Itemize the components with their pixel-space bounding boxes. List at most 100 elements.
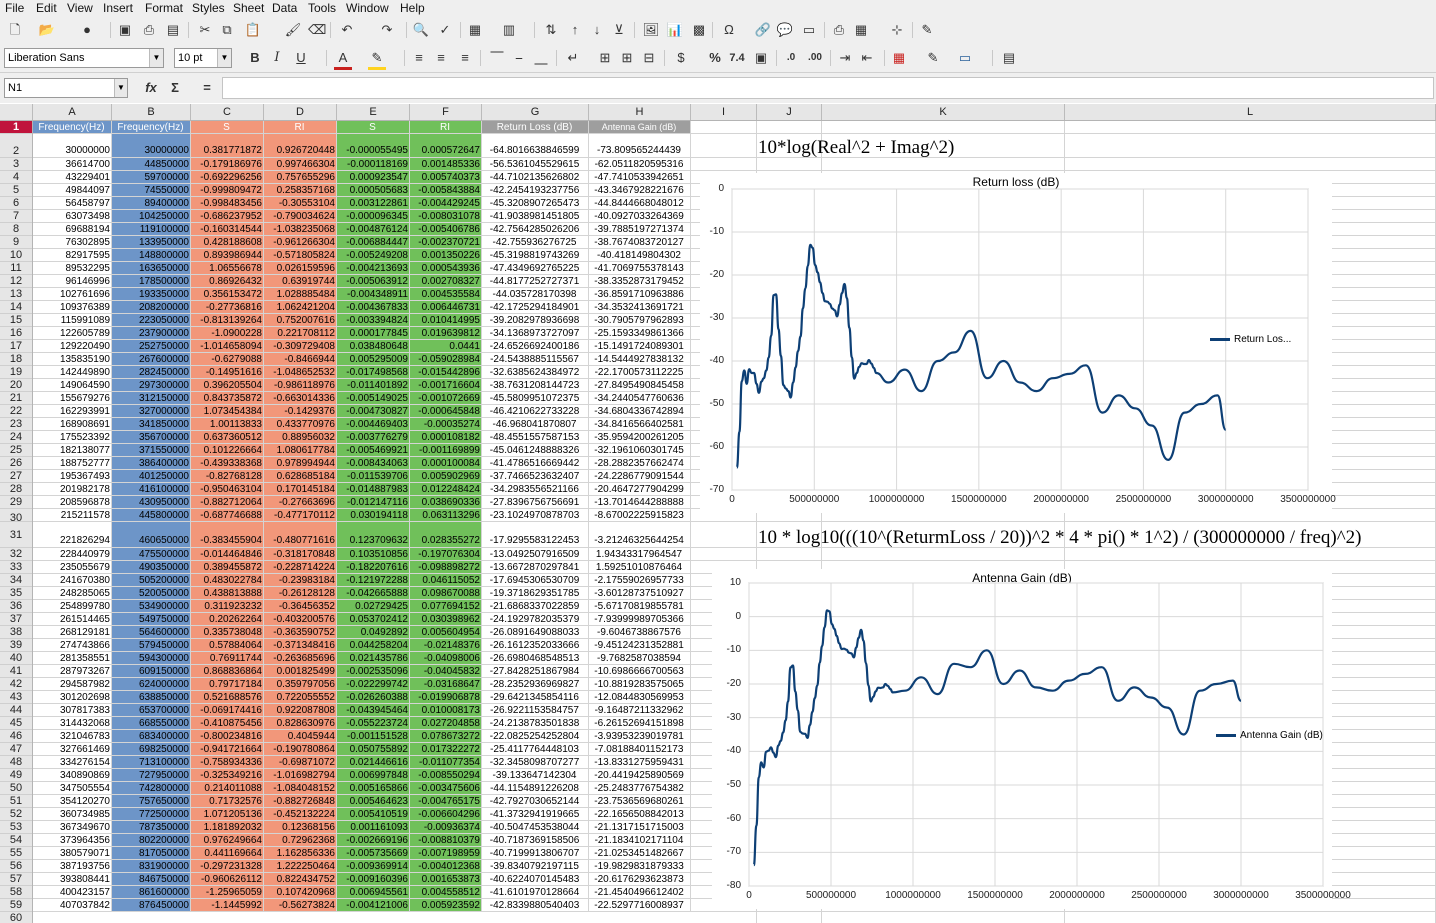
currency-format-icon[interactable]: $ (677, 50, 685, 65)
align-bottom-icon[interactable]: ⎽ (534, 50, 548, 65)
cell[interactable]: -28.2352936969827 (482, 678, 589, 691)
cell[interactable]: 0.868836864 (191, 665, 264, 678)
cell[interactable]: -0.001072669 (410, 392, 482, 405)
row-header[interactable]: 10 (0, 249, 32, 262)
cell[interactable]: 0.006446731 (410, 301, 482, 314)
cell[interactable]: 0.001161093 (337, 821, 410, 834)
row-header[interactable]: 54 (0, 834, 32, 847)
empty-cell[interactable] (757, 121, 822, 134)
cell[interactable]: -47.4349692765225 (482, 262, 589, 275)
cell[interactable]: 0.098670088 (410, 587, 482, 600)
cell[interactable]: -22.1700573112225 (589, 366, 691, 379)
row-header[interactable]: 21 (0, 392, 32, 405)
clear-formatting-icon[interactable]: ⌫ (308, 22, 327, 37)
cell[interactable]: 89400000 (112, 197, 191, 210)
column-title-cell[interactable]: S (191, 121, 264, 134)
cell[interactable]: -25.1593349861366 (589, 327, 691, 340)
cell[interactable]: 0.017322272 (410, 743, 482, 756)
cell[interactable]: 0.005740373 (410, 171, 482, 184)
row-header[interactable]: 27 (0, 470, 32, 483)
cell[interactable]: -0.005149025 (337, 392, 410, 405)
row-header[interactable]: 7 (0, 210, 32, 223)
redo-icon[interactable]: ↷ (381, 22, 393, 37)
cell[interactable]: -0.00936374 (410, 821, 482, 834)
cell[interactable]: 148800000 (112, 249, 191, 262)
cell[interactable]: 520050000 (112, 587, 191, 600)
cell[interactable]: -0.011077354 (410, 756, 482, 769)
empty-cell[interactable] (822, 158, 1065, 171)
cell[interactable]: 168908691 (33, 418, 112, 431)
cell[interactable]: 0.005604954 (410, 626, 482, 639)
cell[interactable]: -0.014464846 (191, 548, 264, 561)
cell[interactable]: -28.2882357662474 (589, 457, 691, 470)
cell[interactable]: 175523392 (33, 431, 112, 444)
cell[interactable]: -3.93953239019781 (589, 730, 691, 743)
cell[interactable]: 1.00113833 (191, 418, 264, 431)
copy-icon[interactable]: ⧉ (222, 22, 232, 37)
cell[interactable]: -1.048652532 (264, 366, 337, 379)
row-header[interactable]: 35 (0, 587, 32, 600)
cell[interactable]: -40.6224070145483 (482, 873, 589, 886)
cell[interactable]: 347505554 (33, 782, 112, 795)
cell[interactable]: -0.098898272 (410, 561, 482, 574)
cell[interactable]: 683400000 (112, 730, 191, 743)
cell[interactable]: 268129181 (33, 626, 112, 639)
column-title-cell[interactable]: Antenna Gain (dB) (589, 121, 691, 134)
cell[interactable]: -21.1317151715003 (589, 821, 691, 834)
cell[interactable]: -24.2286779091544 (589, 470, 691, 483)
cell[interactable]: 386400000 (112, 457, 191, 470)
cell[interactable]: 0.006997848 (337, 769, 410, 782)
cell[interactable]: 193350000 (112, 288, 191, 301)
clone-formatting-icon[interactable]: 🖌 (284, 22, 302, 37)
cell[interactable]: -0.001151528 (337, 730, 410, 743)
percent-format-icon[interactable]: % (709, 50, 721, 65)
cell[interactable]: 341850000 (112, 418, 191, 431)
cell[interactable]: -17.9295583122453 (482, 522, 589, 548)
cell[interactable]: 44850000 (112, 158, 191, 171)
row-header[interactable]: 32 (0, 548, 32, 561)
cell[interactable]: 698250000 (112, 743, 191, 756)
cell[interactable]: -0.017498568 (337, 366, 410, 379)
cell[interactable]: -0.003776279 (337, 431, 410, 444)
merge-cells-icon[interactable]: ⊞ (621, 50, 633, 65)
cell[interactable]: 0.258357168 (264, 184, 337, 197)
cell[interactable]: 119100000 (112, 223, 191, 236)
cell[interactable]: 0.001485336 (410, 158, 482, 171)
chevron-down-icon[interactable]: ▼ (217, 49, 231, 67)
cell[interactable]: -34.1368973727097 (482, 327, 589, 340)
cell[interactable]: -0.8466944 (264, 353, 337, 366)
cell[interactable]: -0.004765175 (410, 795, 482, 808)
cell[interactable]: 241670380 (33, 574, 112, 587)
cell[interactable]: -0.012147116 (337, 496, 410, 509)
cell[interactable]: -0.015442896 (410, 366, 482, 379)
cell[interactable]: 294587982 (33, 678, 112, 691)
cell[interactable]: -0.04098006 (410, 652, 482, 665)
menu-sheet[interactable]: Sheet (233, 1, 265, 15)
cell[interactable]: -0.160314544 (191, 223, 264, 236)
cell[interactable]: -0.004876124 (337, 223, 410, 236)
export-pdf-icon[interactable]: ▣ (118, 22, 132, 37)
cell[interactable]: 0.123709632 (337, 522, 410, 548)
menu-view[interactable]: View (67, 1, 93, 15)
cell[interactable]: 0.356153472 (191, 288, 264, 301)
row-header[interactable]: 41 (0, 665, 32, 678)
show-draw-functions-icon[interactable]: ✎ (921, 22, 933, 37)
align-right-icon[interactable]: ≡ (461, 50, 469, 65)
cell[interactable]: -22.0825254252804 (482, 730, 589, 743)
cell[interactable]: -0.000055495 (337, 134, 410, 158)
cell[interactable]: 380579071 (33, 847, 112, 860)
cell[interactable]: 416100000 (112, 483, 191, 496)
cell[interactable]: -20.6176293623873 (589, 873, 691, 886)
cell[interactable]: 321046783 (33, 730, 112, 743)
cell[interactable]: 0.021446616 (337, 756, 410, 769)
cell[interactable]: -0.011539706 (337, 470, 410, 483)
cell[interactable]: -32.3458098707277 (482, 756, 589, 769)
cell[interactable]: -39.7885197271374 (589, 223, 691, 236)
cell[interactable]: 74550000 (112, 184, 191, 197)
cell[interactable]: -0.008434063 (337, 457, 410, 470)
cell[interactable]: -0.371348416 (264, 639, 337, 652)
insert-chart-icon[interactable]: 📊 (666, 22, 684, 37)
cell[interactable]: -46.968041870807 (482, 418, 589, 431)
cell[interactable]: -9.16487211332962 (589, 704, 691, 717)
row-header[interactable]: 23 (0, 418, 32, 431)
